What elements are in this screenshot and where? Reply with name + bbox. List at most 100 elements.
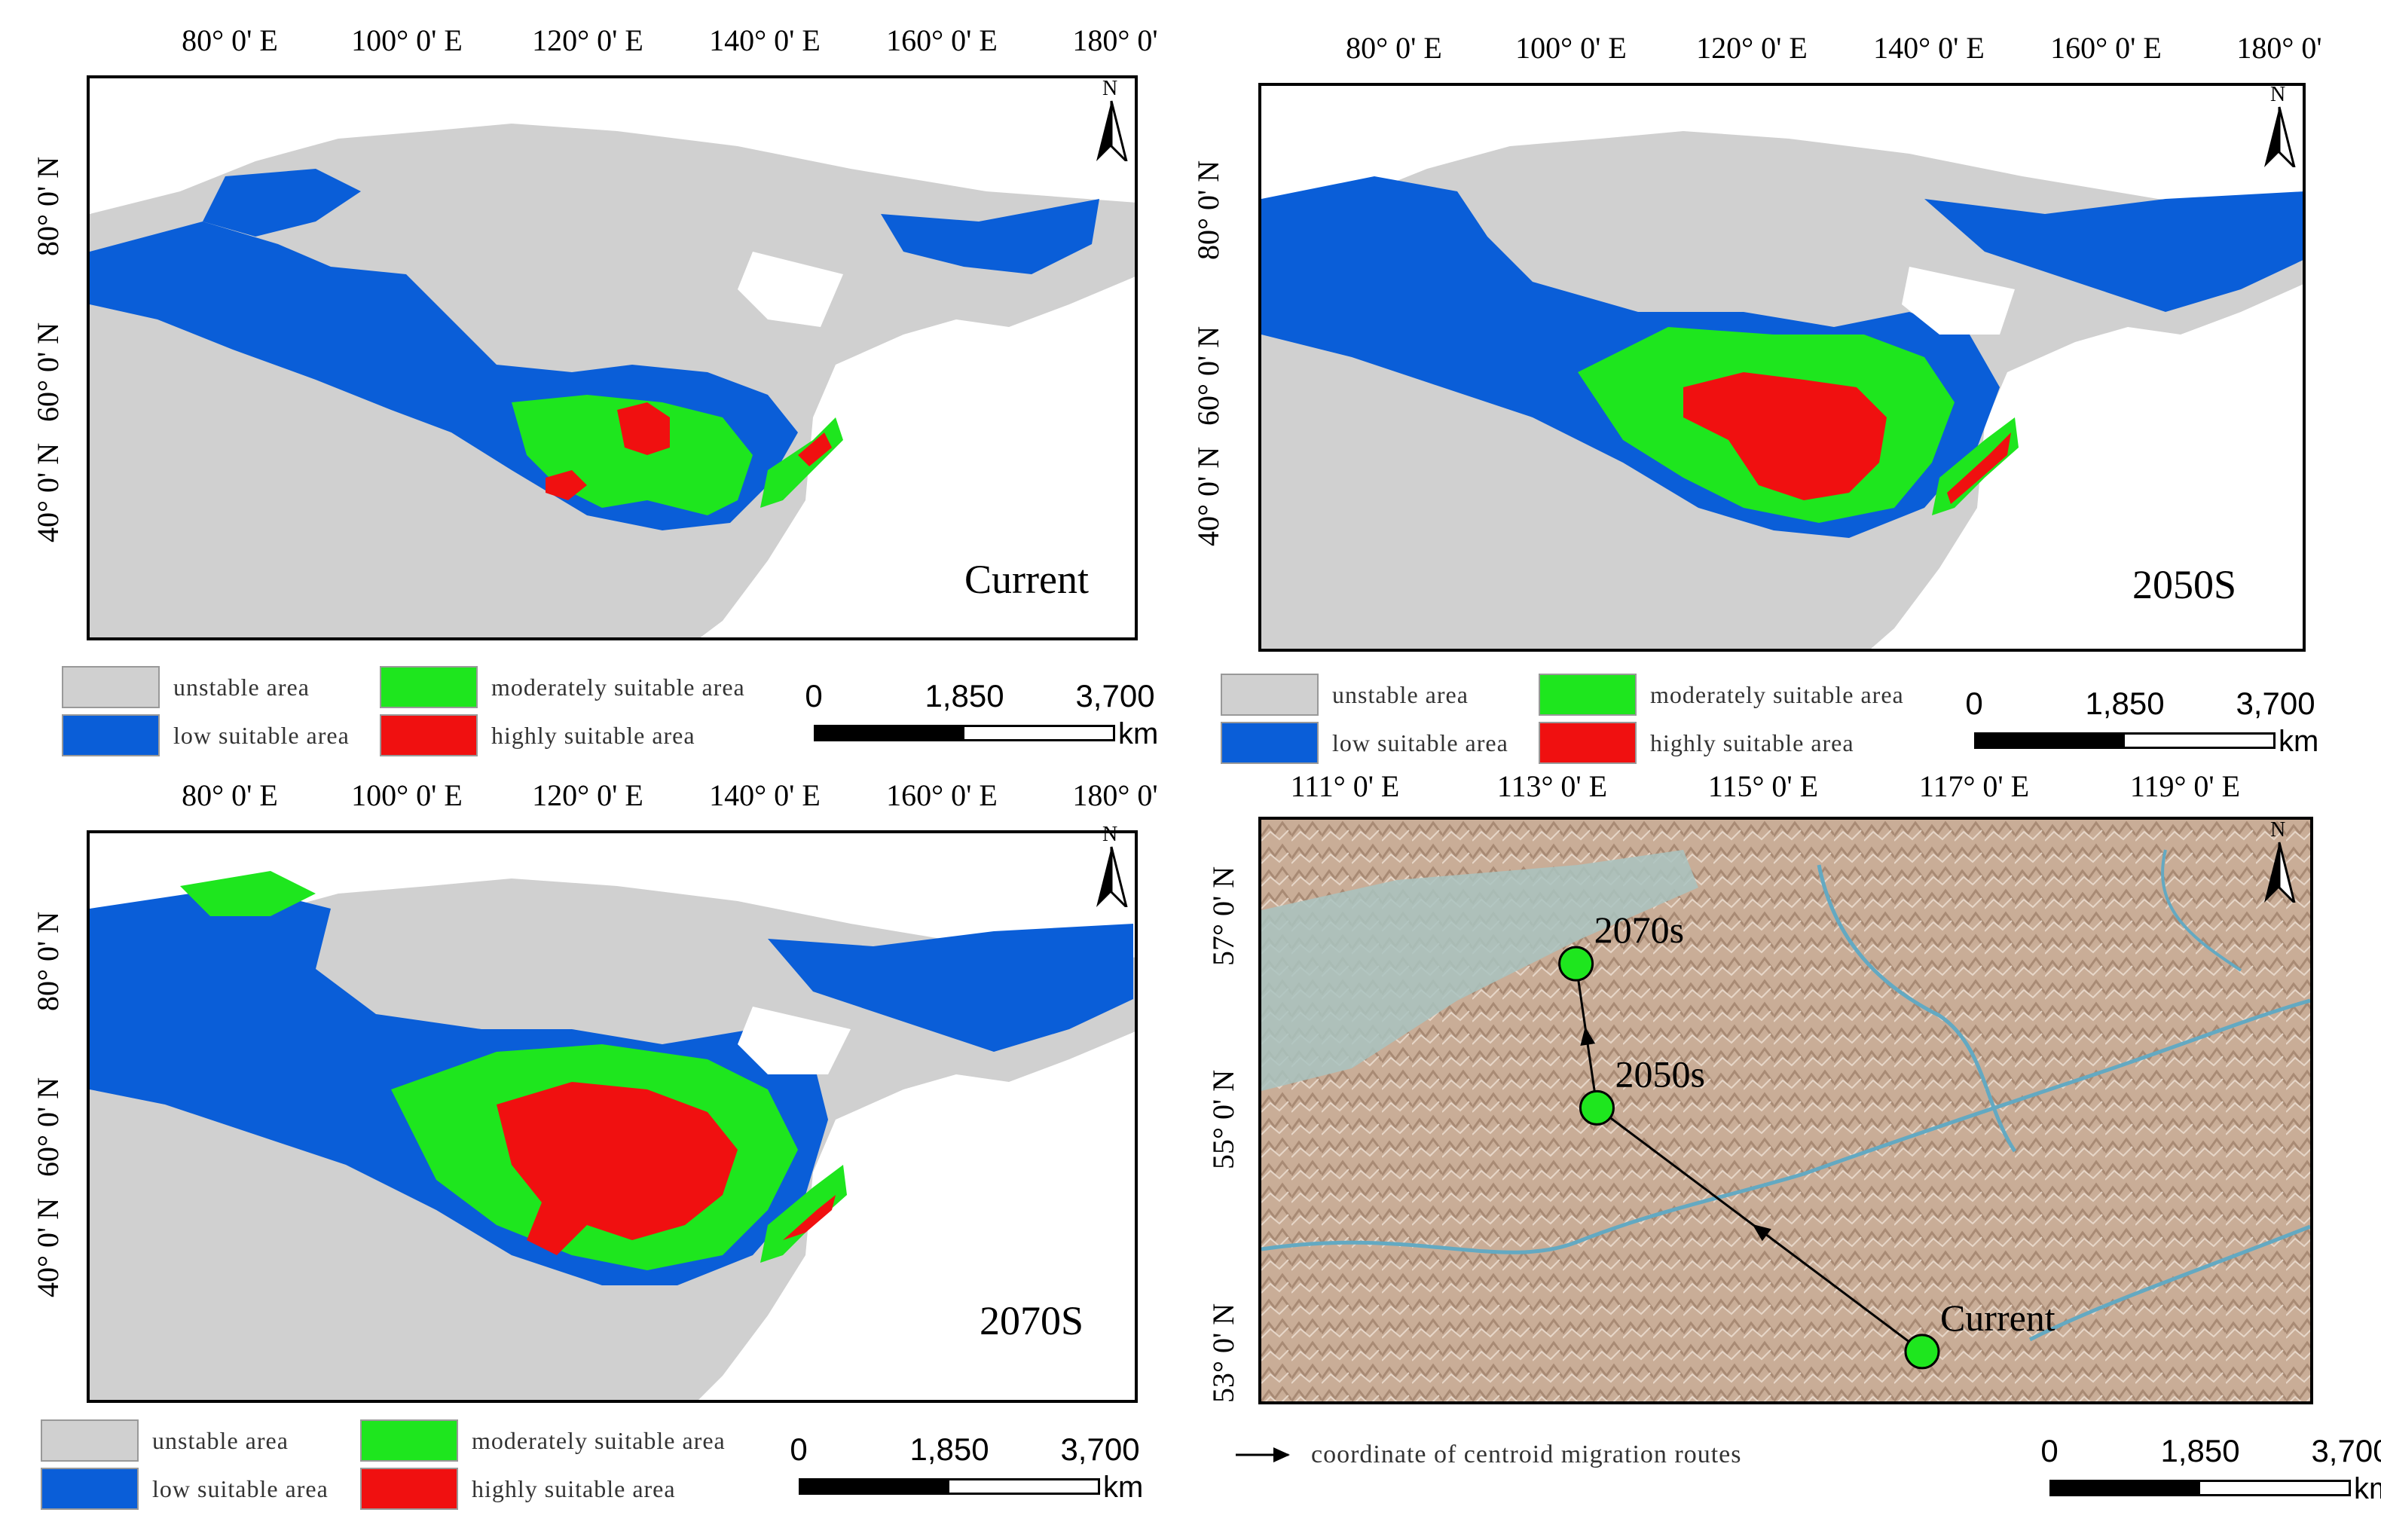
lon-tick: 160° 0' E bbox=[2050, 31, 2162, 65]
route-layer: 2070s 2050s Current bbox=[1558, 909, 2055, 1370]
period-label-2050s: 2050S bbox=[2132, 562, 2237, 607]
lon-tick: 160° 0' E bbox=[886, 778, 998, 812]
map-2050s bbox=[1261, 131, 2303, 649]
scale-bar: 0 1,850 3,700 km bbox=[2040, 1433, 2381, 1516]
lat-tick: 55° 0' N bbox=[1206, 1069, 1240, 1169]
lon-tick: 140° 0' E bbox=[1873, 31, 1985, 65]
scale-label: 1,850 bbox=[2085, 686, 2165, 721]
lake bbox=[1902, 267, 2015, 335]
north-arrow: N bbox=[2257, 83, 2302, 171]
legend-label: unstable area bbox=[1332, 680, 1469, 708]
legend-low: low suitable area bbox=[1221, 722, 1508, 764]
lat-tick: 40° 0' N bbox=[31, 442, 65, 542]
land-low-east bbox=[768, 924, 1133, 1052]
legend-low: low suitable area bbox=[41, 1468, 329, 1510]
land-high-2 bbox=[546, 470, 587, 500]
lon-tick: 120° 0' E bbox=[532, 778, 643, 812]
lat-tick: 80° 0' N bbox=[1191, 160, 1225, 260]
scale-label: 0 bbox=[1965, 686, 1983, 721]
north-arrow: N bbox=[1089, 823, 1134, 911]
lon-tick: 115° 0' E bbox=[1707, 769, 1819, 803]
lon-tick: 120° 0' E bbox=[532, 23, 643, 57]
route-arrow-icon bbox=[1236, 1447, 1290, 1462]
japan-high bbox=[1947, 432, 2011, 504]
lon-tick: 113° 0' E bbox=[1496, 769, 1608, 803]
legend-moderate: moderately suitable area bbox=[380, 666, 745, 708]
map-frame-2050s bbox=[1258, 83, 2306, 652]
map-frame-current bbox=[87, 75, 1138, 640]
north-label: N bbox=[2270, 820, 2285, 842]
north-arrow: N bbox=[1089, 77, 1134, 165]
centroid-label: 2070s bbox=[1594, 909, 1684, 951]
scale-label: 0 bbox=[2040, 1433, 2059, 1468]
scale-unit: km bbox=[1103, 1471, 1144, 1504]
legend-unstable: unstable area bbox=[1221, 674, 1469, 716]
scale-label: 3,700 bbox=[2236, 686, 2315, 721]
river-4 bbox=[2161, 849, 2242, 972]
river-2 bbox=[1817, 864, 2017, 1153]
lat-tick: 53° 0' N bbox=[1206, 1303, 1240, 1403]
scale-label: 3,700 bbox=[1060, 1432, 1140, 1467]
lon-tick: 160° 0' E bbox=[886, 23, 998, 57]
north-label: N bbox=[1102, 78, 1117, 100]
route-arrow bbox=[1580, 1026, 1596, 1047]
japan bbox=[760, 1165, 847, 1263]
land-high bbox=[617, 402, 670, 455]
map-frame-2070s bbox=[87, 830, 1138, 1403]
legend-label: low suitable area bbox=[1332, 729, 1508, 756]
lon-tick: 180° 0' bbox=[1072, 778, 1158, 812]
legend-label: unstable area bbox=[173, 673, 310, 701]
lon-tick: 100° 0' E bbox=[351, 778, 463, 812]
land-high bbox=[497, 1082, 738, 1255]
lat-tick: 60° 0' N bbox=[31, 322, 65, 422]
lon-tick: 111° 0' E bbox=[1290, 769, 1400, 803]
legend-label: low suitable area bbox=[173, 721, 350, 749]
lat-tick: 40° 0' N bbox=[1191, 446, 1225, 546]
scale-label: 0 bbox=[805, 678, 823, 713]
legend-high: highly suitable area bbox=[360, 1468, 676, 1510]
centroid-label: 2050s bbox=[1615, 1053, 1704, 1095]
lon-tick: 140° 0' E bbox=[709, 23, 821, 57]
lon-tick: 140° 0' E bbox=[709, 778, 821, 812]
map-current bbox=[90, 124, 1135, 637]
lat-tick: 80° 0' N bbox=[31, 156, 65, 256]
legend-unstable: unstable area bbox=[41, 1419, 289, 1462]
lon-tick: 117° 0' E bbox=[1918, 769, 2030, 803]
scale-unit: km bbox=[2354, 1472, 2381, 1505]
scale-label: 0 bbox=[790, 1432, 808, 1467]
lon-tick: 80° 0' E bbox=[182, 778, 278, 812]
legend-label: low suitable area bbox=[152, 1474, 329, 1502]
legend-low: low suitable area bbox=[62, 714, 350, 756]
scale-label: 1,850 bbox=[909, 1432, 989, 1467]
map-2070s bbox=[90, 871, 1135, 1400]
legend-unstable: unstable area bbox=[62, 666, 310, 708]
route-legend-label: coordinate of centroid migration routes bbox=[1311, 1441, 1742, 1468]
scale-label: 3,700 bbox=[2311, 1433, 2381, 1468]
river bbox=[1261, 998, 2310, 1254]
japan-high bbox=[783, 1195, 836, 1240]
legend-label: unstable area bbox=[152, 1426, 289, 1454]
lake-region bbox=[1261, 850, 1698, 1091]
legend-high: highly suitable area bbox=[380, 714, 695, 756]
lon-tick: 80° 0' E bbox=[1346, 31, 1442, 65]
centroid-point bbox=[1558, 946, 1594, 982]
lon-tick: 119° 0' E bbox=[2129, 769, 2241, 803]
centroid-point bbox=[1579, 1089, 1615, 1126]
period-label-current: Current bbox=[964, 557, 1089, 602]
north-label: N bbox=[2270, 84, 2285, 106]
panel-centroid-migration: 111° 0' E 113° 0' E 115° 0' E 117° 0' E … bbox=[1190, 769, 2381, 1540]
japan-high bbox=[798, 432, 832, 466]
lon-tick: 100° 0' E bbox=[1515, 31, 1627, 65]
route-arrow bbox=[1752, 1224, 1771, 1242]
lat-tick: 60° 0' N bbox=[31, 1077, 65, 1177]
legend-moderate: moderately suitable area bbox=[1539, 674, 1904, 716]
lon-tick: 80° 0' E bbox=[182, 23, 278, 57]
legend-label: highly suitable area bbox=[491, 721, 695, 749]
scale-bar: 0 1,850 3,700 km bbox=[805, 678, 1158, 761]
map-frame-route: 2070s 2050s Current bbox=[1258, 817, 2313, 1404]
lon-tick: 120° 0' E bbox=[1696, 31, 1808, 65]
centroid-label: Current bbox=[1940, 1297, 2055, 1339]
scale-label: 1,850 bbox=[2160, 1433, 2240, 1468]
centroid-point bbox=[1904, 1334, 1940, 1370]
lake bbox=[738, 1007, 851, 1074]
